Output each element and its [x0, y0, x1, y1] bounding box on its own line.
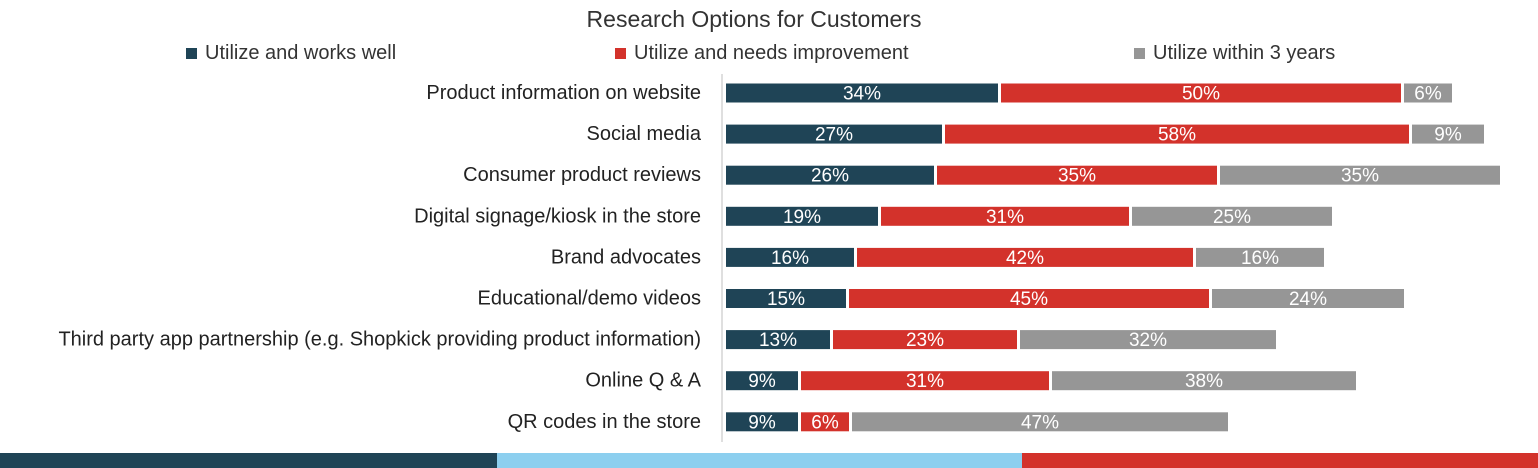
data-label: 45% — [1010, 289, 1048, 310]
legend-item-needs-improvement: Utilize and needs improvement — [615, 41, 909, 65]
bar-segment — [726, 83, 998, 103]
legend-swatch-works-well — [186, 47, 197, 59]
legend-item-within-3-years: Utilize within 3 years — [1134, 41, 1335, 65]
category-label: QR codes in the store — [508, 411, 701, 433]
data-label: 9% — [748, 412, 776, 433]
data-label: 38% — [1185, 371, 1223, 392]
data-label: 58% — [1158, 125, 1196, 146]
bar-segment — [726, 247, 854, 267]
category-label: Digital signage/kiosk in the store — [414, 205, 701, 227]
data-label: 16% — [1241, 248, 1279, 269]
data-label: 23% — [906, 330, 944, 351]
bar-segment — [945, 124, 1409, 144]
bar-segment — [852, 412, 1228, 432]
bar-segment — [1404, 83, 1452, 103]
footer-stripe-red — [1022, 453, 1538, 468]
bar-segment — [1052, 371, 1356, 391]
data-label: 19% — [783, 207, 821, 228]
data-label: 26% — [811, 166, 849, 187]
bar-segment — [801, 412, 849, 432]
bar-segment — [849, 289, 1209, 308]
category-label: Educational/demo videos — [478, 288, 701, 310]
data-label: 24% — [1289, 289, 1327, 310]
data-label: 9% — [748, 371, 776, 392]
data-label: 32% — [1129, 330, 1167, 351]
bar-segment — [881, 206, 1129, 226]
legend-label-within-3-years: Utilize within 3 years — [1153, 41, 1336, 64]
legend-label-works-well: Utilize and works well — [205, 41, 397, 64]
bar-segment — [1020, 330, 1276, 350]
data-label: 9% — [1434, 125, 1462, 146]
bar-segment — [726, 124, 942, 144]
data-label: 47% — [1021, 412, 1059, 433]
category-label: Social media — [586, 123, 701, 145]
data-label: 50% — [1182, 84, 1220, 105]
footer-stripe-light — [497, 453, 1022, 468]
data-label: 16% — [771, 248, 809, 269]
category-label: Third party app partnership (e.g. Shopki… — [58, 329, 701, 351]
bar-segment — [726, 206, 878, 226]
legend-swatch-needs-improvement — [615, 47, 626, 59]
bar-segment — [726, 165, 934, 185]
legend-item-works-well: Utilize and works well — [186, 41, 396, 65]
data-label: 6% — [811, 412, 839, 433]
data-label: 25% — [1213, 207, 1251, 228]
data-label: 31% — [906, 371, 944, 392]
data-label: 27% — [815, 125, 853, 146]
data-label: 31% — [986, 207, 1024, 228]
data-label: 15% — [767, 289, 805, 310]
data-label: 42% — [1006, 248, 1044, 269]
footer-stripe-dark — [0, 453, 497, 468]
data-label: 35% — [1341, 166, 1379, 187]
footer-stripe — [0, 453, 1538, 468]
bar-segment — [1132, 206, 1332, 226]
data-label: 35% — [1058, 166, 1096, 187]
bar-segment — [1212, 289, 1404, 308]
bar-segment — [857, 247, 1193, 267]
bar-segment — [726, 330, 830, 350]
category-label: Online Q & A — [585, 370, 701, 392]
bar-segment — [801, 371, 1049, 391]
bar-chart: Product information on website 34% 50% 6% So… — [58, 74, 1500, 442]
category-label: Brand advocates — [551, 246, 701, 268]
chart-title: Research Options for Customers — [586, 6, 922, 32]
data-label: 13% — [759, 330, 797, 351]
bar-segment — [726, 289, 846, 308]
bar-segment — [937, 165, 1217, 185]
bar-segment — [1220, 165, 1500, 185]
bar-segment — [1412, 124, 1484, 144]
bar-segment — [726, 371, 798, 391]
bar-segment — [1196, 247, 1324, 267]
data-label: 34% — [843, 84, 881, 105]
data-label: 6% — [1414, 84, 1442, 105]
category-label: Consumer product reviews — [463, 164, 701, 186]
bar-segment — [1001, 83, 1401, 103]
category-label: Product information on website — [426, 82, 701, 104]
bar-segment — [833, 330, 1017, 350]
bar-segment — [726, 412, 798, 432]
legend-swatch-within-3-years — [1134, 47, 1145, 59]
legend-label-needs-improvement: Utilize and needs improvement — [634, 41, 909, 64]
